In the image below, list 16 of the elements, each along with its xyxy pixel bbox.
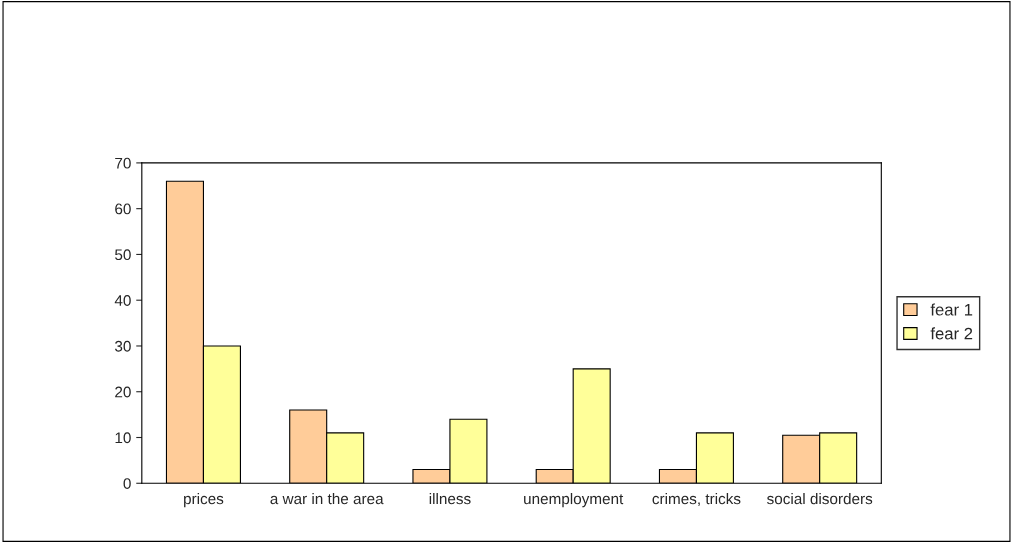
y-tick-label: 50 <box>115 249 131 261</box>
x-tick-label: illness <box>429 492 471 505</box>
x-tick-label: unemployment <box>524 492 624 508</box>
x-tick-label: social disorders <box>767 492 873 505</box>
x-tick-label: prices <box>184 492 224 508</box>
y-tick-label: 20 <box>115 386 131 398</box>
y-tick-label: 30 <box>114 340 131 352</box>
legend-label: fear 2 <box>930 327 973 340</box>
y-tick-label: 40 <box>114 295 131 306</box>
x-tick-label: crimes, tricks <box>652 492 741 507</box>
y-tick-label: 10 <box>115 432 131 444</box>
x-tick-label: a war in the area <box>270 492 384 505</box>
y-tick-label: 0 <box>123 478 131 489</box>
y-tick-label: 70 <box>115 157 131 169</box>
y-tick-label: 60 <box>115 203 131 215</box>
legend-label: fear 1 <box>930 303 973 316</box>
